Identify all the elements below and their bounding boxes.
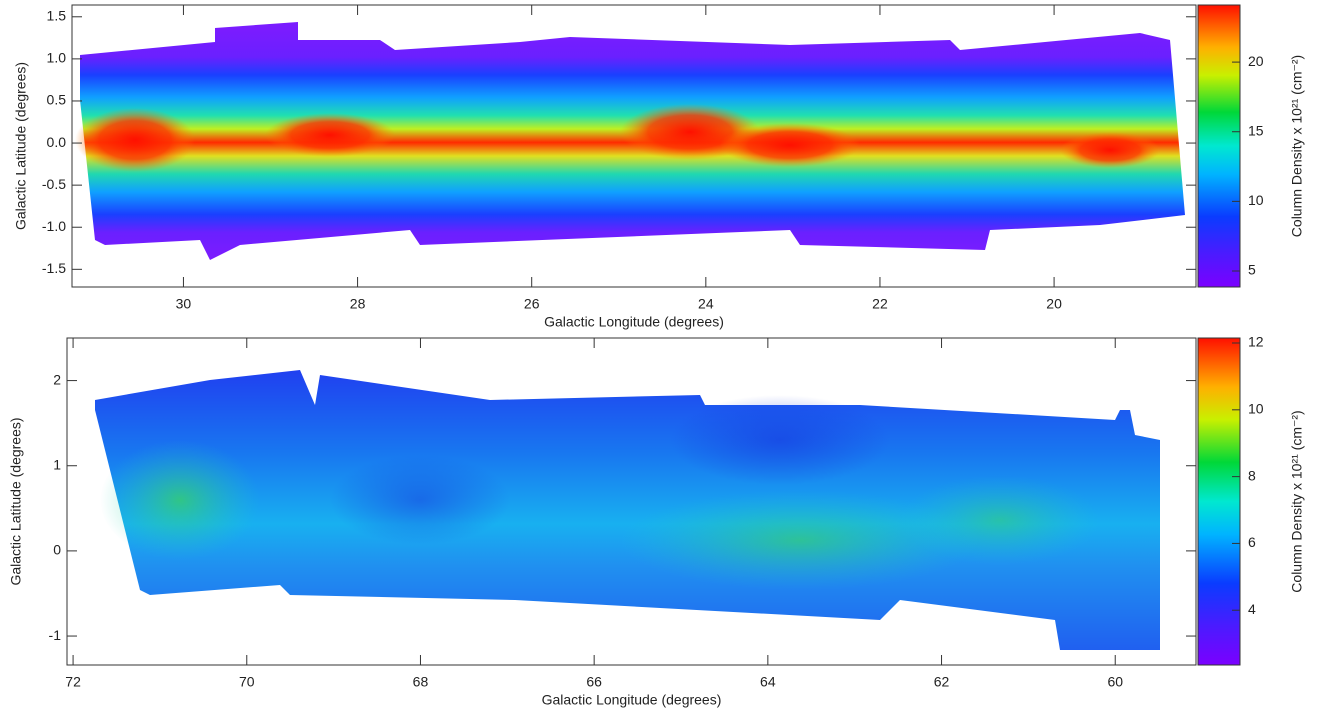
y-tick-label: 0	[53, 542, 61, 558]
colorbar	[1197, 4, 1241, 288]
y-tick-label: 0.0	[47, 134, 67, 150]
map-top	[75, 22, 1185, 260]
x-tick-label: 60	[1107, 674, 1123, 690]
colorbar-label: Column Density x 10²¹ (cm⁻²)	[1289, 410, 1305, 592]
y-tick-label: 1.0	[47, 50, 67, 66]
x-tick-label: 70	[239, 674, 255, 690]
y-axis-label: Galactic Latitude (degrees)	[8, 417, 24, 585]
x-axis-label: Galactic Longitude (degrees)	[544, 314, 724, 330]
colorbar-tick-label: 4	[1248, 601, 1256, 617]
x-tick-label: 20	[1046, 296, 1062, 312]
x-tick-label: 72	[65, 674, 81, 690]
y-axis-label: Galactic Latitude (degrees)	[13, 62, 29, 230]
x-tick-label: 24	[698, 296, 714, 312]
map-bottom	[95, 370, 1160, 650]
colorbar-label: Column Density x 10²¹ (cm⁻²)	[1289, 55, 1305, 237]
x-tick-label: 26	[524, 296, 540, 312]
x-axis-label: Galactic Longitude (degrees)	[542, 692, 722, 708]
x-tick-label: 68	[413, 674, 429, 690]
colorbar-tick-label: 10	[1248, 401, 1264, 417]
colorbar-tick-label: 6	[1248, 534, 1256, 550]
colorbar-tick-label: 20	[1248, 53, 1264, 69]
x-tick-label: 66	[586, 674, 602, 690]
x-tick-label: 64	[760, 674, 776, 690]
y-tick-label: -1.5	[42, 260, 66, 276]
y-tick-label: 0.5	[47, 92, 67, 108]
y-tick-label: 1	[53, 456, 61, 472]
colorbar	[1197, 337, 1241, 666]
y-tick-label: 2	[53, 371, 61, 387]
x-tick-label: 28	[350, 296, 366, 312]
colorbar-tick-label: 12	[1248, 334, 1264, 350]
plot-frame	[71, 4, 1197, 288]
colorbar-tick-label: 10	[1248, 192, 1264, 208]
y-tick-label: 1.5	[47, 7, 67, 23]
x-tick-label: 22	[872, 296, 888, 312]
y-tick-label: -1.0	[42, 218, 66, 234]
y-tick-label: -0.5	[42, 176, 66, 192]
y-tick-label: -1	[49, 627, 62, 643]
colorbar-tick-label: 5	[1248, 262, 1256, 278]
x-tick-label: 62	[934, 674, 950, 690]
colorbar-tick-label: 8	[1248, 467, 1256, 483]
x-tick-label: 30	[176, 296, 192, 312]
plot-frame	[66, 337, 1197, 666]
colorbar-tick-label: 15	[1248, 122, 1264, 138]
